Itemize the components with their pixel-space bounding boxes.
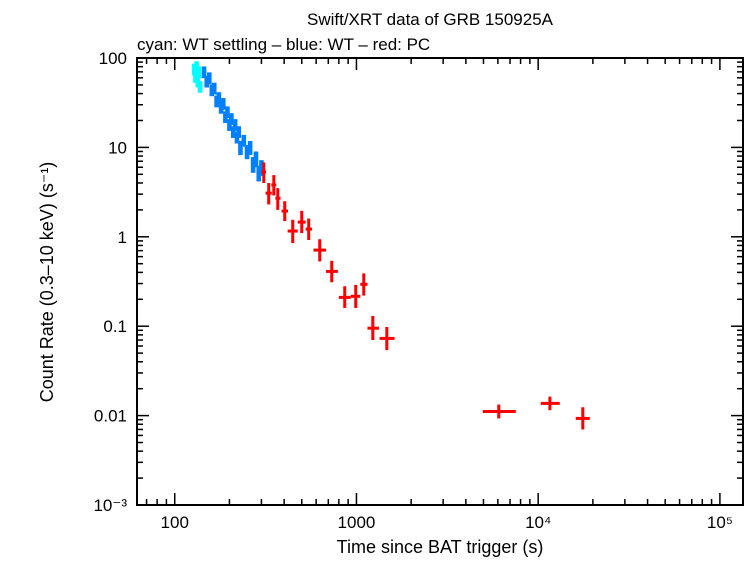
data-point — [229, 113, 234, 125]
error-box — [232, 119, 238, 131]
data-point — [360, 273, 368, 296]
error-box — [225, 106, 230, 119]
data-point — [230, 126, 236, 138]
y-tick-label: 0.1 — [103, 317, 127, 336]
data-point — [247, 140, 253, 156]
data-point — [209, 84, 215, 97]
data-point — [275, 188, 281, 210]
data-point — [220, 98, 226, 110]
error-box — [194, 61, 199, 73]
data-point — [236, 126, 242, 138]
x-tick-label: 100 — [161, 513, 189, 532]
data-point — [225, 106, 230, 119]
data-point — [207, 72, 212, 85]
data-point — [238, 140, 243, 156]
error-box — [207, 72, 212, 85]
data-point — [265, 182, 272, 205]
data-point — [326, 260, 338, 283]
x-tick-label: 10⁵ — [707, 513, 733, 532]
data-point — [195, 75, 201, 88]
error-box — [247, 140, 253, 156]
data-point — [191, 63, 197, 76]
series-wt — [201, 66, 264, 182]
data-point — [281, 201, 288, 222]
data-point — [216, 92, 222, 104]
error-box — [256, 165, 262, 182]
data-point — [241, 134, 247, 147]
data-point — [271, 175, 277, 196]
y-tick-label: 100 — [99, 49, 127, 68]
data-point — [350, 284, 361, 308]
error-box — [216, 92, 222, 104]
data-point — [305, 218, 313, 241]
data-point — [338, 286, 351, 308]
error-box — [229, 113, 234, 125]
error-box — [227, 119, 232, 131]
error-box — [238, 140, 243, 156]
error-box — [197, 81, 203, 93]
error-box — [195, 75, 201, 88]
error-box — [241, 134, 247, 147]
data-point — [197, 81, 203, 93]
error-box — [204, 75, 210, 88]
data-point — [253, 151, 259, 168]
data-point — [227, 119, 232, 131]
data-point — [287, 219, 298, 244]
y-tick-label: 10⁻³ — [93, 496, 127, 515]
data-point — [244, 145, 250, 160]
error-box — [244, 145, 250, 160]
data-point — [201, 66, 207, 79]
error-box — [253, 151, 259, 168]
series-wt-settling — [191, 61, 203, 93]
data-point — [232, 119, 238, 131]
error-box — [193, 71, 198, 83]
data-point — [193, 71, 198, 83]
data-point — [297, 210, 306, 234]
data-point — [194, 61, 199, 73]
series-pc — [261, 162, 590, 430]
error-box — [250, 157, 256, 173]
data-point — [256, 165, 262, 182]
y-tick-label: 1 — [118, 228, 127, 247]
error-box — [211, 82, 217, 95]
data-point — [367, 316, 379, 341]
error-box — [259, 160, 264, 176]
data-point — [575, 407, 590, 430]
plot-frame — [136, 57, 744, 506]
error-box — [201, 66, 207, 79]
y-tick-label: 0.01 — [94, 407, 127, 426]
data-point — [313, 239, 327, 262]
data-point — [196, 66, 202, 79]
error-box — [191, 63, 197, 76]
error-box — [220, 98, 226, 110]
x-tick-label: 1000 — [338, 513, 376, 532]
data-point — [259, 160, 264, 176]
data-point — [211, 82, 217, 95]
data-point — [250, 157, 256, 173]
error-box — [209, 84, 215, 97]
data-point — [204, 75, 210, 88]
error-box — [236, 126, 242, 138]
error-box — [230, 126, 236, 138]
x-tick-label: 10⁴ — [525, 513, 551, 532]
chart-subtitle: cyan: WT settling – blue: WT – red: PC — [137, 35, 430, 54]
data-point — [261, 162, 267, 183]
x-axis-label: Time since BAT trigger (s) — [337, 537, 544, 557]
chart-title: Swift/XRT data of GRB 150925A — [307, 10, 554, 29]
y-axis-label: Count Rate (0.3–10 keV) (s⁻¹) — [37, 162, 57, 403]
error-box — [196, 66, 202, 79]
y-tick-label: 10 — [108, 138, 127, 157]
data-point — [482, 404, 516, 419]
data-point — [379, 326, 395, 351]
data-point — [540, 396, 560, 411]
